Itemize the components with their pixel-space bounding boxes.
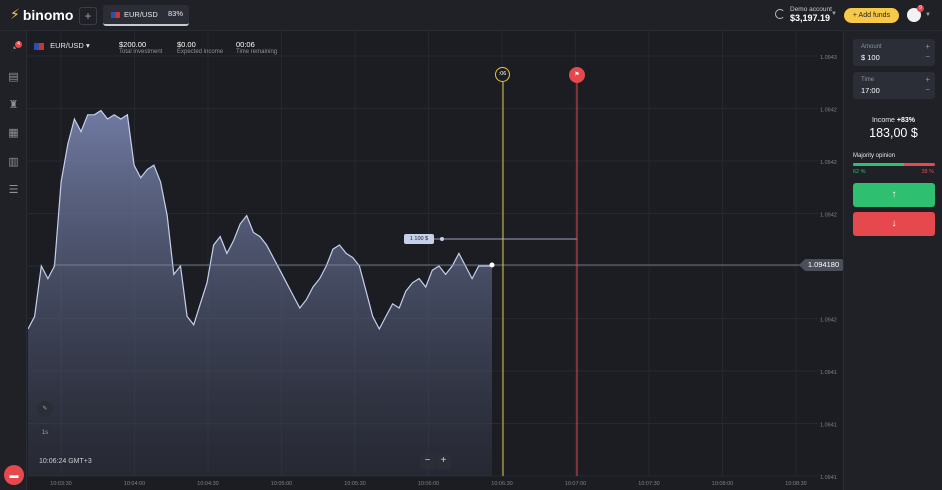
y-tick-label: 1.0942	[820, 160, 837, 166]
account-balance: $3,197.19	[790, 13, 831, 23]
zoom-out-button[interactable]: −	[420, 454, 435, 469]
y-tick-label: 1.0942	[820, 108, 837, 114]
chart-clock: 10:06:24 GMT+3	[39, 458, 92, 465]
gift-icon[interactable]: ▦	[8, 127, 19, 139]
account-label: Demo account	[790, 6, 832, 13]
chart-area[interactable]: 1.09431.09421.09421.09421.09421.09421.09…	[28, 31, 843, 490]
y-tick-label: 1.0941	[820, 423, 837, 429]
trade-tag[interactable]: 1 100 $	[404, 234, 434, 244]
amount-label: Amount	[861, 44, 882, 50]
chart-asset-name: EUR/USD	[50, 41, 84, 50]
expected-income-label: Expected income	[177, 49, 224, 55]
time-remaining-value: 00:06	[236, 40, 255, 49]
add-funds-button[interactable]: + Add funds	[844, 8, 899, 23]
trade-dot	[440, 237, 444, 241]
chevron-down-icon: ▾	[85, 41, 90, 50]
timer-marker: :06	[495, 67, 510, 82]
current-price-tag: 1.094180	[799, 259, 843, 271]
total-investment: $200.00 Total investment	[119, 40, 162, 55]
majority-label: Majority opinion	[853, 153, 896, 159]
chevron-down-icon[interactable]: ▼	[925, 12, 931, 18]
income-pct: +83%	[896, 117, 916, 124]
x-tick-label: 10:05:00	[271, 481, 292, 487]
x-tick-label: 10:07:00	[565, 481, 586, 487]
y-tick-label: 1.0941	[820, 475, 837, 481]
x-tick-label: 10:08:30	[785, 481, 806, 487]
y-tick-label: 1.0943	[820, 55, 837, 61]
top-bar: ⚡ binomo + EUR/USD 83% Demo account $3,1…	[0, 0, 942, 31]
income-label-text: Income	[871, 117, 895, 124]
trade-panel: Amount $ 100 + − Time 17:00 + − Income +83…	[843, 31, 942, 490]
expected-income-value: $0.00	[177, 40, 196, 49]
amount-value[interactable]: $ 100	[861, 53, 880, 62]
logo-text: binomo	[22, 6, 74, 23]
y-tick-label: 1.0942	[820, 213, 837, 219]
x-tick-label: 10:03:30	[50, 481, 71, 487]
amount-stepper[interactable]: + −	[925, 42, 930, 61]
settings-icon[interactable]: ☰	[8, 184, 19, 196]
avatar[interactable]	[907, 8, 921, 22]
asset-tab[interactable]: EUR/USD 83%	[103, 5, 189, 26]
x-tick-label: 10:04:00	[124, 481, 145, 487]
x-tick-label: 10:05:30	[344, 481, 365, 487]
x-tick-label: 10:07:30	[638, 481, 659, 487]
x-tick-label: 10:08:00	[712, 481, 733, 487]
time-remaining: 00:06 Time remaining	[236, 40, 277, 55]
chart-asset-selector[interactable]: EUR/USD ▾	[34, 41, 90, 50]
refresh-icon[interactable]	[775, 9, 785, 19]
y-tick-label: 1.0942	[820, 318, 837, 324]
majority-bar-up	[853, 163, 904, 166]
majority-down-pct: 38 %	[921, 169, 934, 175]
trophy-icon[interactable]: ♜	[8, 99, 19, 111]
avatar-badge: 9	[917, 5, 924, 12]
income-label: Income +83%	[844, 117, 942, 124]
calendar-icon[interactable]: ▥	[8, 156, 19, 168]
time-value[interactable]: 17:00	[861, 86, 880, 95]
current-price-dot	[489, 262, 495, 268]
eur-usd-flag-icon	[34, 42, 44, 50]
sell-down-button[interactable]: ↓	[853, 212, 935, 236]
x-tick-label: 10:04:30	[197, 481, 218, 487]
timeframe-button[interactable]: 1s	[37, 425, 53, 441]
eur-usd-flag-icon	[111, 12, 120, 18]
drawing-tool-icon[interactable]: ✎	[37, 401, 53, 417]
chevron-down-icon[interactable]: ▼	[831, 11, 837, 17]
trades-badge: 4	[15, 41, 22, 48]
asset-tab-name: EUR/USD	[124, 10, 158, 19]
total-investment-value: $200.00	[119, 40, 147, 49]
asset-tab-payout: 83%	[167, 9, 183, 18]
account-selector[interactable]: Demo account $3,197.19	[790, 6, 832, 23]
logo[interactable]: ⚡ binomo	[10, 6, 73, 23]
income-value: 183,00 $	[869, 126, 918, 140]
y-tick-label: 1.0941	[820, 370, 837, 376]
x-tick-label: 10:06:00	[418, 481, 439, 487]
total-investment-label: Total investment	[119, 49, 163, 55]
amount-field[interactable]: Amount $ 100 + −	[853, 39, 935, 66]
price-line	[28, 109, 492, 331]
expiry-flag-icon: ⚑	[569, 67, 585, 83]
price-area	[28, 110, 492, 476]
price-chart[interactable]: 1.09431.09421.09421.09421.09421.09421.09…	[28, 31, 843, 490]
bolt-icon: ⚡	[10, 6, 20, 22]
time-remaining-label: Time remaining	[236, 49, 278, 55]
sidebar: ◔ 4 ▤ ♜ ▦ ▥ ☰	[0, 31, 27, 490]
majority-up-pct: 62 %	[853, 169, 866, 175]
chart-icon[interactable]: ▤	[8, 71, 19, 83]
new-tab-button[interactable]: +	[79, 7, 97, 25]
chat-icon[interactable]: ▬	[4, 465, 24, 485]
time-field[interactable]: Time 17:00 + −	[853, 72, 935, 99]
x-tick-label: 10:06:30	[491, 481, 512, 487]
expected-income: $0.00 Expected income	[177, 40, 223, 55]
trades-icon[interactable]: ◔	[10, 43, 17, 55]
time-label: Time	[861, 77, 875, 83]
time-stepper[interactable]: + −	[925, 75, 930, 94]
buy-up-button[interactable]: ↑	[853, 183, 935, 207]
majority-bar	[853, 163, 935, 166]
zoom-in-button[interactable]: +	[436, 454, 451, 469]
